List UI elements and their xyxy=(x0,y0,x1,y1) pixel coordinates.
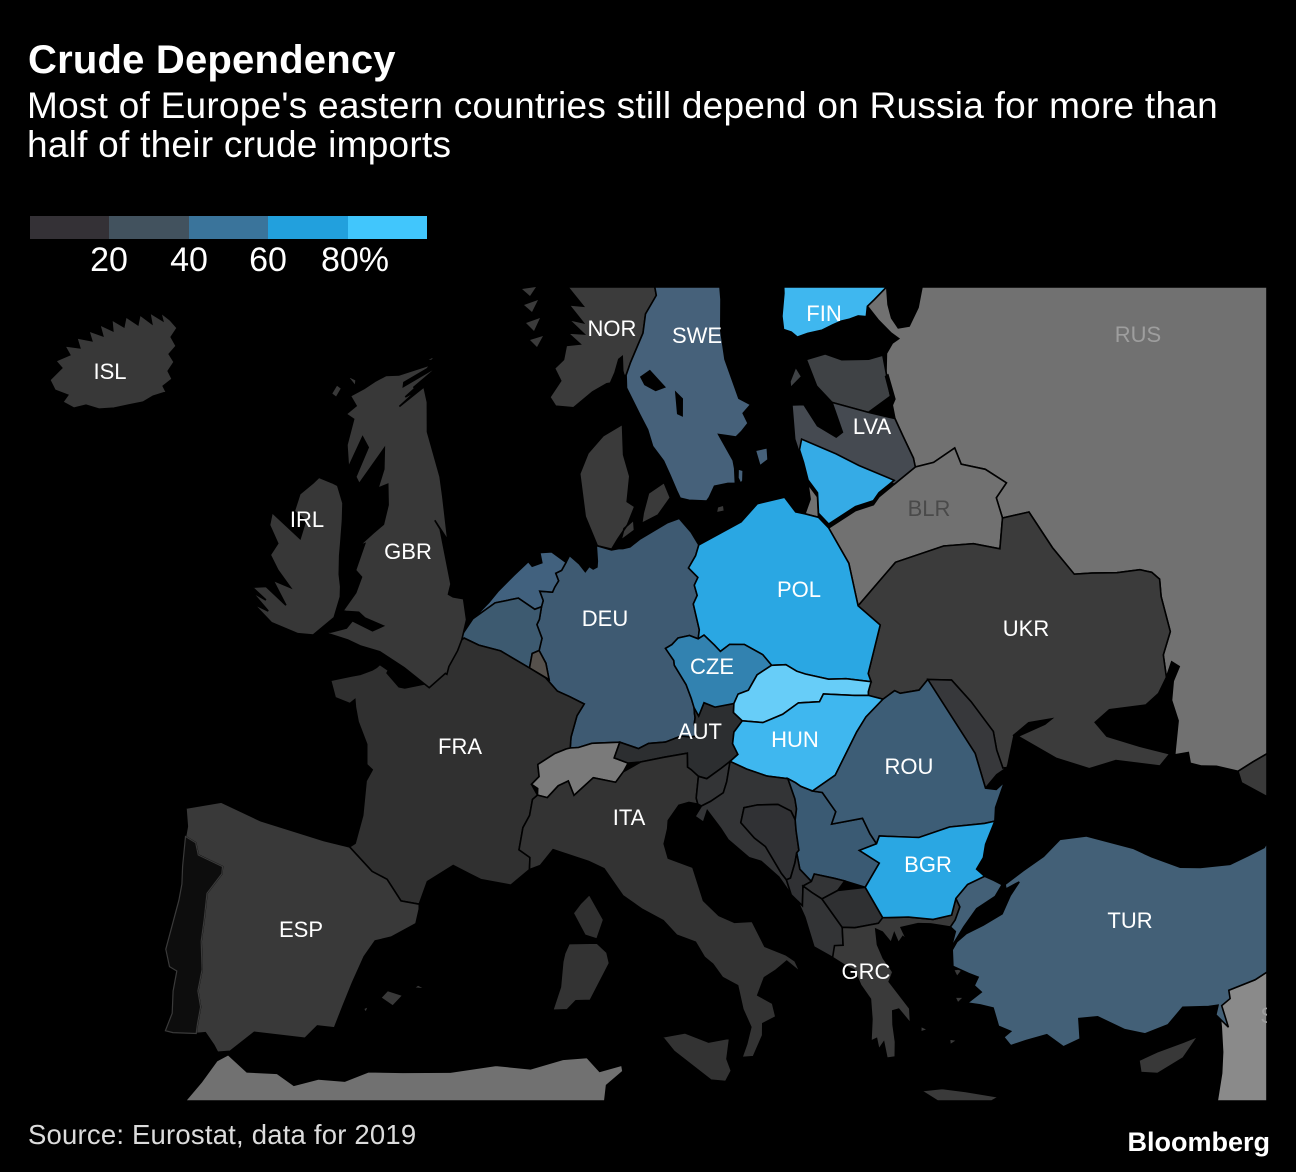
svg-text:FIN: FIN xyxy=(806,301,841,326)
svg-text:DEU: DEU xyxy=(582,606,628,631)
svg-text:SYR: SYR xyxy=(1260,1003,1296,1028)
svg-text:ISL: ISL xyxy=(93,359,126,384)
svg-text:GRC: GRC xyxy=(842,959,891,984)
svg-text:TUR: TUR xyxy=(1107,908,1152,933)
svg-text:FRA: FRA xyxy=(438,734,482,759)
svg-text:SWE: SWE xyxy=(672,323,722,348)
svg-text:AUT: AUT xyxy=(678,719,722,744)
svg-text:NOR: NOR xyxy=(588,316,637,341)
svg-text:UKR: UKR xyxy=(1003,616,1049,641)
svg-text:ESP: ESP xyxy=(279,917,323,942)
svg-text:ROU: ROU xyxy=(885,754,934,779)
svg-text:LVA: LVA xyxy=(853,414,892,439)
svg-text:HUN: HUN xyxy=(771,727,819,752)
svg-text:POL: POL xyxy=(777,577,821,602)
svg-text:CZE: CZE xyxy=(690,654,734,679)
svg-text:BGR: BGR xyxy=(904,852,952,877)
svg-text:RUS: RUS xyxy=(1115,322,1161,347)
svg-text:GBR: GBR xyxy=(384,539,432,564)
svg-text:IRL: IRL xyxy=(290,507,324,532)
svg-text:ITA: ITA xyxy=(613,805,646,830)
svg-text:BLR: BLR xyxy=(908,496,951,521)
